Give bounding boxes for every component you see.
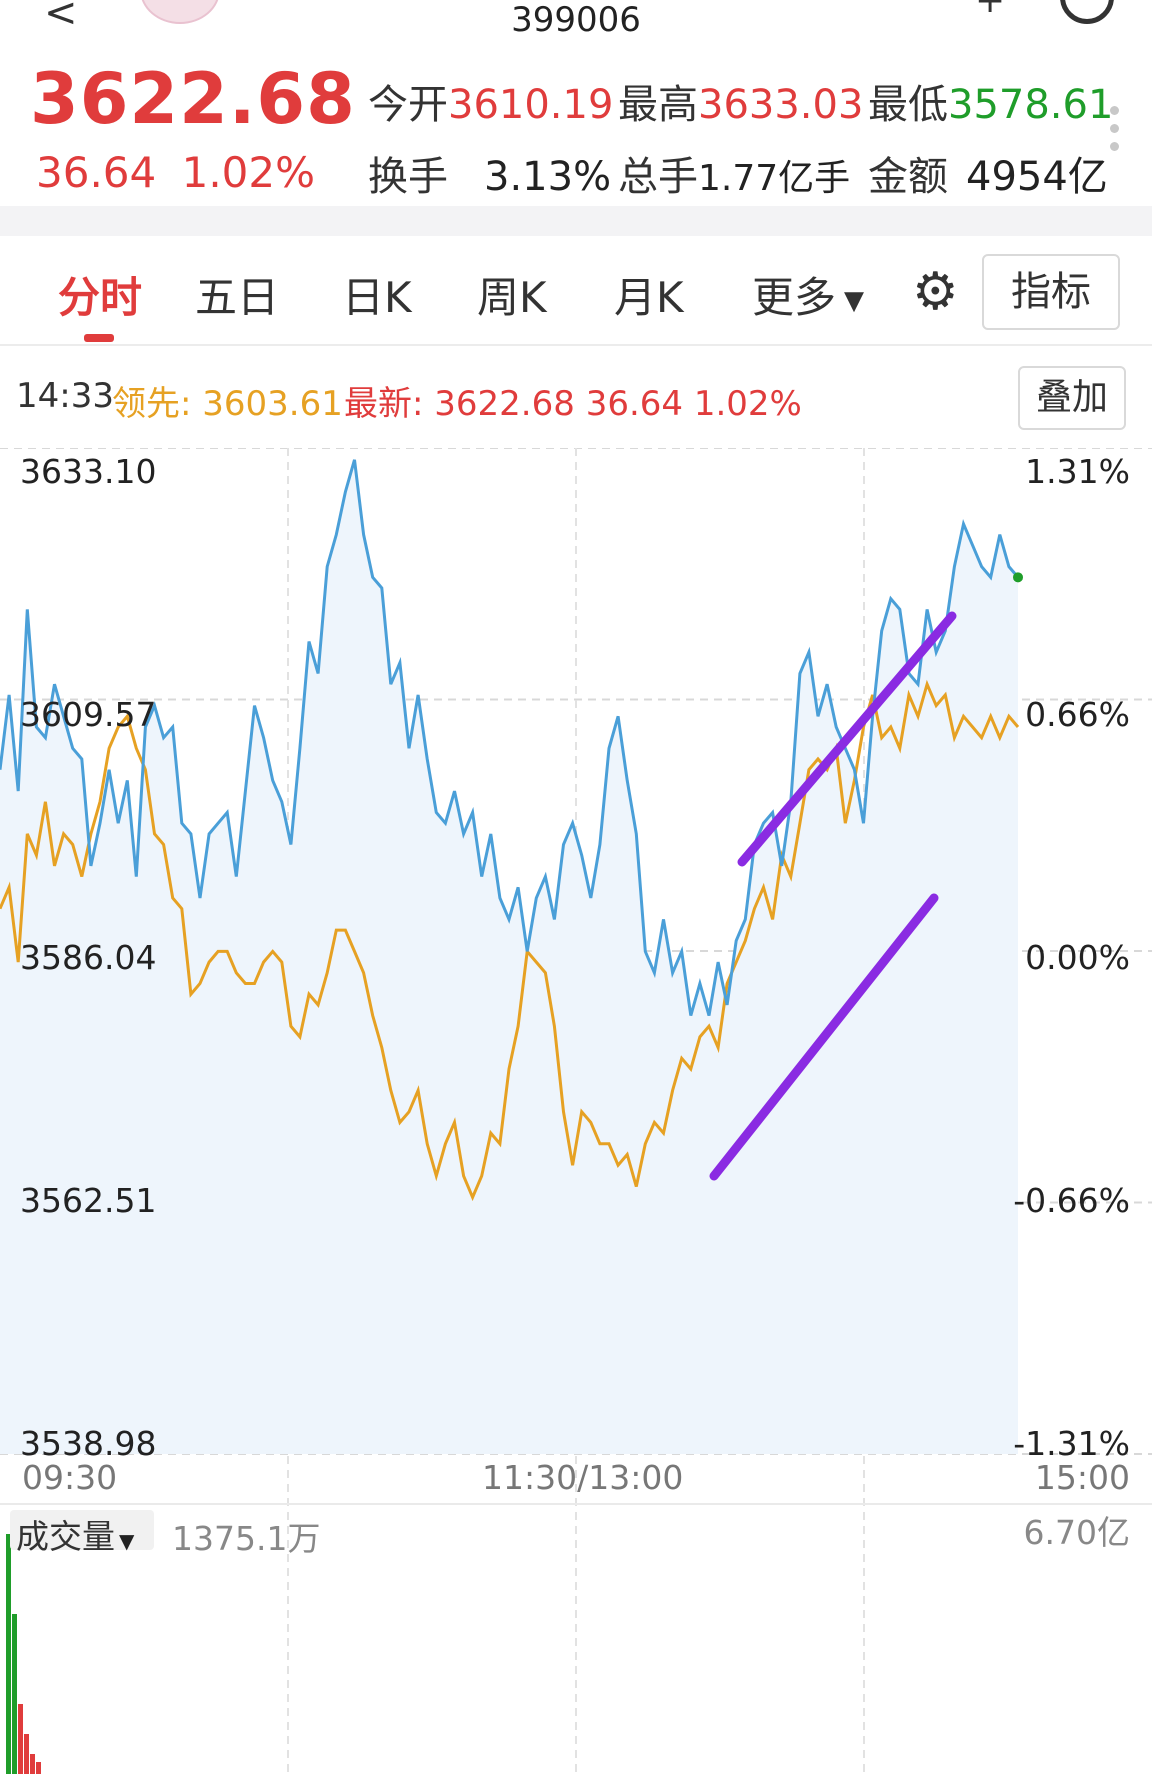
change-pct: 1.02% — [181, 148, 316, 197]
volume-bars — [6, 1534, 41, 1774]
stock-code: 399006 — [511, 0, 641, 40]
info-latest: 最新: 3622.68 36.64 1.02% — [344, 376, 802, 425]
stat-open: 今开3610.19 — [368, 72, 613, 130]
tab-daily-k[interactable]: 日K — [342, 273, 412, 322]
x-tick-close: 15:00 — [1034, 1458, 1130, 1497]
stat-amount: 金额 4954亿 — [868, 144, 1108, 202]
volume-label: 总手 — [618, 154, 698, 200]
volume-label: 成交量 — [16, 1517, 115, 1556]
volume-bar — [30, 1754, 35, 1774]
latest-value: 3622.68 36.64 1.02% — [434, 384, 802, 424]
volume-bar — [36, 1762, 41, 1774]
overlay-button[interactable]: 叠加 — [1018, 366, 1126, 430]
volume-current: 1375.1万 — [172, 1519, 321, 1558]
low-value: 3578.61 — [948, 82, 1114, 128]
y-tick-3: 3562.51 — [20, 1181, 157, 1220]
indicator-button[interactable]: 指标 — [982, 254, 1120, 330]
volume-max: 6.70亿 — [1023, 1513, 1130, 1552]
latest-label: 最新: — [344, 384, 424, 424]
price-change: 36.64 1.02% — [36, 148, 315, 197]
active-tab-indicator — [84, 334, 114, 342]
y-tick-1: 3609.57 — [20, 695, 157, 734]
y-tick-4: 3538.98 — [20, 1424, 157, 1463]
purple-trend-line-lower — [709, 893, 939, 1181]
volume-selector[interactable]: 成交量 ▼ — [10, 1510, 154, 1556]
tab-more[interactable]: 更多 ▼ — [752, 264, 864, 325]
high-label: 最高 — [618, 82, 698, 128]
high-value: 3633.03 — [698, 82, 864, 128]
intraday-chart — [0, 448, 1152, 1774]
turnover-value: 3.13% — [484, 154, 612, 200]
volume-bar — [12, 1614, 17, 1774]
tab-five-day[interactable]: 五日 — [195, 273, 280, 322]
y-right-tick-1: 0.66% — [1025, 695, 1130, 734]
stat-high: 最高3633.03 — [618, 72, 863, 130]
volume-bar — [18, 1704, 23, 1774]
y-right-tick-2: 0.00% — [1025, 938, 1130, 977]
price-line — [0, 459, 1020, 1017]
open-value: 3610.19 — [448, 82, 614, 128]
stat-volume: 总手1.77亿手 — [618, 144, 850, 202]
amount-label: 金额 — [868, 154, 948, 200]
low-label: 最低 — [868, 82, 948, 128]
info-lead: 领先: 3603.61 — [112, 376, 343, 425]
open-label: 今开 — [368, 82, 448, 128]
lead-value: 3603.61 — [202, 384, 343, 424]
lead-index-line — [0, 679, 1020, 1202]
back-arrow-icon[interactable]: < — [44, 0, 78, 36]
x-tick-open: 09:30 — [22, 1458, 118, 1497]
y-right-tick-0: 1.31% — [1025, 452, 1130, 491]
lead-label: 领先: — [112, 384, 192, 424]
gear-icon[interactable]: ⚙ — [912, 262, 959, 322]
tab-monthly-k[interactable]: 月K — [614, 273, 684, 322]
stat-low: 最低3578.61 — [868, 72, 1113, 130]
x-tick-midday: 11:30/13:00 — [482, 1458, 684, 1497]
caret-down-icon: ▼ — [844, 285, 865, 316]
amount-value: 4954亿 — [966, 154, 1108, 200]
stat-turnover: 换手 3.13% — [368, 144, 611, 202]
section-divider — [0, 206, 1152, 236]
y-tick-0: 3633.10 — [20, 452, 157, 491]
turnover-label: 换手 — [368, 154, 448, 200]
current-price: 3622.68 — [30, 58, 356, 140]
y-right-tick-3: -0.66% — [1013, 1181, 1130, 1220]
volume-bar — [6, 1534, 11, 1774]
tab-weekly-k[interactable]: 周K — [477, 273, 547, 322]
y-tick-2: 3586.04 — [20, 938, 157, 977]
volume-bar — [24, 1734, 29, 1774]
more-menu-icon[interactable] — [1110, 106, 1120, 160]
tab-more-label: 更多 — [752, 273, 837, 322]
info-time: 14:33 — [16, 376, 114, 416]
last-price-dot — [1013, 572, 1023, 583]
tab-intraday[interactable]: 分时 — [58, 273, 143, 322]
y-right-tick-4: -1.31% — [1013, 1424, 1130, 1463]
period-tab-bar — [0, 236, 1152, 346]
purple-trend-line-upper — [737, 611, 957, 867]
caret-down-icon: ▼ — [119, 1529, 135, 1553]
change-value: 36.64 — [36, 148, 157, 197]
add-icon[interactable]: + — [975, 0, 1006, 21]
volume-value: 1.77亿手 — [698, 158, 851, 199]
